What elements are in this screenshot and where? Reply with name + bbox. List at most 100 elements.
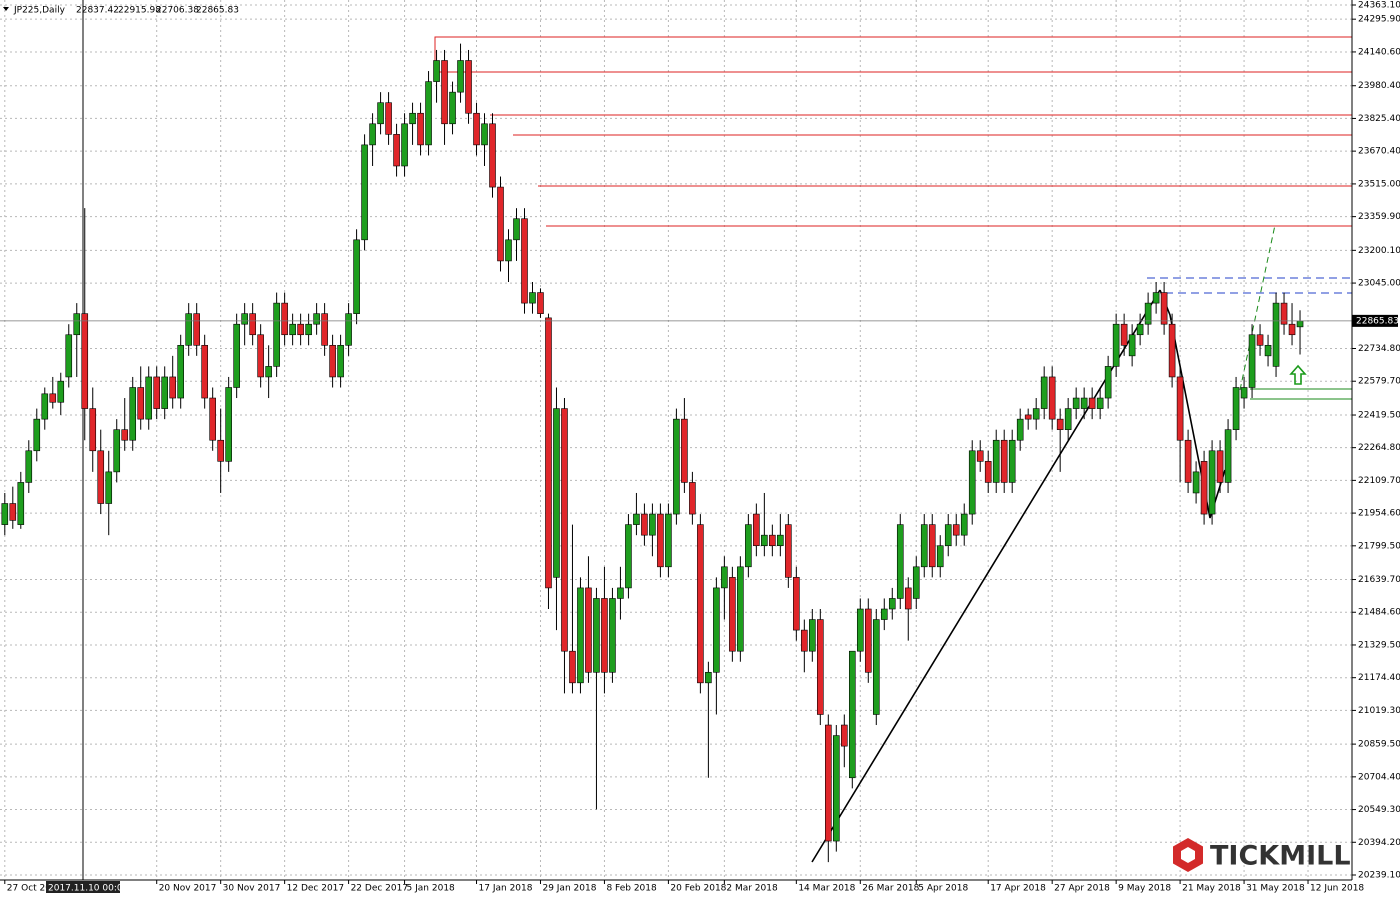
candle-body <box>825 724 832 842</box>
candle-body <box>105 471 113 504</box>
candle-body <box>465 60 472 114</box>
candle-body <box>369 123 376 146</box>
x-tick-label: 14 Mar 2018 <box>798 884 855 894</box>
candle-body <box>521 218 528 304</box>
candle-body <box>1112 323 1120 367</box>
candle-body <box>753 513 760 547</box>
candle-body <box>1216 450 1224 483</box>
candle-body <box>393 134 400 167</box>
x-tick-label: 2 Mar 2018 <box>726 884 778 894</box>
candle-body <box>273 302 280 367</box>
y-tick-label: 21329.50 <box>1358 640 1400 650</box>
candle-body <box>769 534 776 547</box>
candle-body <box>841 724 848 747</box>
candle-body <box>1280 302 1288 325</box>
candle-body <box>473 112 480 146</box>
candle-body <box>209 397 216 441</box>
candle-body <box>25 450 33 483</box>
x-tick-label: 20 Feb 2018 <box>670 884 726 894</box>
candle-body <box>665 513 672 568</box>
candle-body <box>1008 439 1016 483</box>
candle-body <box>545 317 552 589</box>
candle-body <box>785 524 792 578</box>
x-tick-label: 20 Nov 2017 <box>159 884 217 894</box>
candle-body <box>609 598 616 673</box>
y-tick-label: 21799.50 <box>1358 541 1400 551</box>
trend-line <box>811 289 1161 863</box>
candle-body <box>1104 366 1112 399</box>
candle-body <box>217 439 224 462</box>
x-tick-label: 31 May 2018 <box>1246 884 1305 894</box>
y-tick-label: 20549.30 <box>1358 805 1400 815</box>
candle-body <box>1040 376 1048 409</box>
crosshair-tag <box>46 881 120 893</box>
annotations <box>82 0 1353 880</box>
x-tick-label: 5 Jan 2018 <box>407 884 455 894</box>
candle-body <box>569 650 576 684</box>
x-tick-label: 21 May 2018 <box>1182 884 1241 894</box>
x-tick-label: 17 Jan 2018 <box>479 884 533 894</box>
y-tick-label: 20394.20 <box>1358 838 1400 848</box>
candle-body <box>33 418 41 452</box>
grid <box>0 0 1352 880</box>
candle-body <box>968 450 976 515</box>
candle-body <box>561 408 568 652</box>
candle-body <box>1208 450 1216 515</box>
candle-body <box>1184 439 1192 483</box>
y-tick-label: 20239.10 <box>1358 871 1400 881</box>
candle-body <box>1032 408 1040 420</box>
candle-body <box>1128 334 1136 357</box>
candle-body <box>657 513 664 568</box>
candle-body <box>856 608 864 652</box>
x-tick-label: 17 Apr 2018 <box>990 884 1046 894</box>
y-tick-label: 23515.00 <box>1358 179 1400 189</box>
candle-body <box>113 429 121 473</box>
candle-body <box>1168 323 1176 378</box>
candle-body <box>585 587 592 673</box>
candle-body <box>169 376 176 399</box>
y-tick-label: 23825.40 <box>1358 114 1400 124</box>
candle-body <box>904 587 912 610</box>
candle-body <box>153 376 161 409</box>
candle-body <box>305 323 312 336</box>
candle-body <box>896 524 904 599</box>
candle-body <box>297 323 304 336</box>
candle-body <box>1248 334 1256 388</box>
candle-body <box>649 513 656 536</box>
candle-body <box>329 344 336 378</box>
candle-body <box>1000 439 1008 483</box>
candle-body <box>1 503 9 525</box>
candle-body <box>289 323 296 336</box>
candle-body <box>984 461 992 483</box>
candle-body <box>1096 397 1104 409</box>
brand: TICKMILL <box>1210 841 1351 872</box>
candle-body <box>377 102 384 125</box>
x-tick-label: 29 Jan 2018 <box>542 884 596 894</box>
candle-body <box>257 334 264 378</box>
candle-body <box>872 619 880 715</box>
candle-body <box>425 81 432 146</box>
y-tick-label: 20859.50 <box>1358 740 1400 750</box>
candle-body <box>593 598 600 673</box>
logo-hex-inner <box>1181 847 1195 863</box>
y-tick-label: 23359.90 <box>1358 212 1400 222</box>
y-tick-label: 22264.80 <box>1358 443 1400 453</box>
candle-body <box>353 239 360 314</box>
candle-body <box>864 608 872 673</box>
price-tag <box>1352 314 1398 327</box>
candle-body <box>1080 397 1088 409</box>
candle-body <box>185 313 192 346</box>
x-tick-label: 27 Oct 2017 <box>7 884 63 894</box>
candle-body <box>912 566 920 599</box>
candle-body <box>313 313 320 325</box>
candle-body <box>641 513 648 536</box>
candle-body <box>449 91 456 125</box>
price-tag-label: 22865.83 <box>1356 316 1399 326</box>
x-tick-label: 9 May 2018 <box>1118 884 1171 894</box>
candle-body <box>737 566 744 652</box>
candle-body <box>1024 414 1032 420</box>
x-tick-label: 5 Apr 2018 <box>918 884 968 894</box>
candle-body <box>848 650 856 779</box>
